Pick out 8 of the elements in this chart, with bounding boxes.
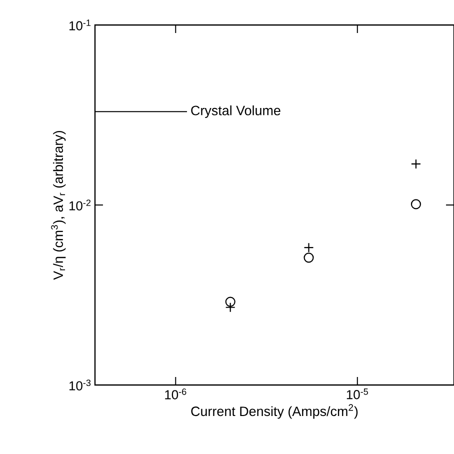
y-tick-label: 10$^{-2}$ (69, 200, 91, 210)
x-axis-title: Current Density (Amps/cm$^{2}$) (191, 404, 358, 419)
x-tick-label: 10$^{-6}$ (165, 388, 186, 400)
y-tick-label: 10$^{-3}$ (69, 380, 91, 390)
y-tick-label: 10$^{-1}$ (69, 20, 91, 30)
x-tick-label: 10$^{-5}$ (346, 388, 368, 400)
ref-line-label: Crystal Volume (191, 105, 280, 118)
y-axis-title: V$_{r}$/η (cm$^{3}$), aV$_{r}$ (arbitrary) (51, 130, 66, 280)
